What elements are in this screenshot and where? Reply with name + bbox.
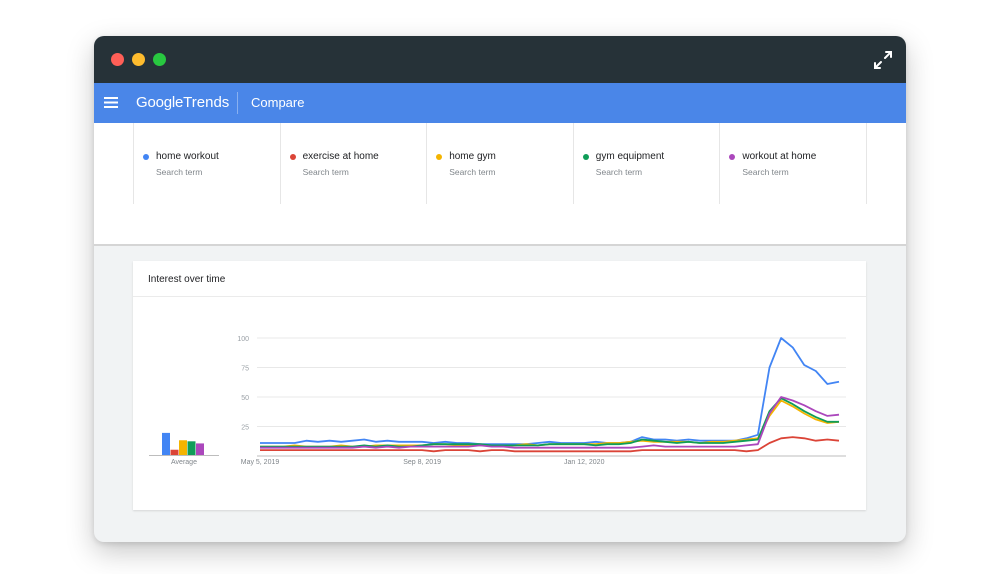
series-line-5: [260, 396, 840, 449]
term-type: Search term: [595, 167, 643, 177]
close-window-button[interactable]: [111, 53, 124, 66]
zoom-window-button[interactable]: [153, 53, 166, 66]
term-type: Search term: [156, 167, 203, 177]
interest-over-time-card: Interest over time 25 50 75 100 May 5, 2019 S…: [133, 261, 866, 510]
google-trends-logo[interactable]: GoogleTrends: [136, 94, 229, 111]
term-name: workout at home: [742, 151, 817, 162]
term-name: home gym: [449, 151, 496, 162]
term-type: Search term: [742, 167, 789, 177]
logo-google-text: Google: [136, 94, 184, 111]
term-color-dot: [729, 154, 736, 160]
term-name: home workout: [156, 151, 219, 162]
header-divider: [237, 92, 238, 114]
x-tick-label: Sep 8, 2019: [403, 459, 441, 466]
filter-bar: [94, 204, 906, 246]
term-type: Search term: [449, 167, 496, 177]
minimize-window-button[interactable]: [132, 53, 145, 66]
window-titlebar: [94, 36, 906, 83]
term-name: gym equipment: [595, 151, 665, 162]
term-name: exercise at home: [302, 151, 379, 162]
card-title: Interest over time: [148, 274, 226, 285]
card-header: Interest over time: [133, 261, 866, 297]
term-type: Search term: [302, 167, 349, 177]
average-bar-2: [170, 449, 179, 455]
browser-window: GoogleTrends Compare home workout Search …: [94, 36, 906, 542]
expand-arrows-icon[interactable]: [872, 49, 894, 71]
search-terms-bar: home workout Search term exercise at home S…: [94, 123, 906, 205]
terms-divider: [866, 123, 867, 204]
y-tick-label: 75: [241, 366, 249, 373]
search-term-2[interactable]: exercise at home Search term: [279, 123, 427, 204]
y-tick-label: 50: [241, 395, 249, 402]
x-tick-label: Jan 12, 2020: [564, 459, 605, 466]
interest-over-time-chart[interactable]: 25 50 75 100 May 5, 2019 Sep 8, 2019 Jan 12, 2…: [133, 261, 866, 510]
logo-trends-text: Trends: [183, 94, 230, 111]
x-tick-label: May 5, 2019: [241, 459, 280, 466]
series-line-1: [260, 337, 840, 446]
series-line-2: [260, 436, 840, 453]
hamburger-menu-icon[interactable]: [104, 96, 118, 109]
search-term-3[interactable]: home gym Search term: [426, 123, 573, 204]
search-term-5[interactable]: workout at home Search term: [719, 123, 866, 204]
series-line-4: [260, 397, 839, 448]
average-bar-1: [162, 432, 170, 455]
average-bar-4: [187, 441, 196, 455]
y-tick-label: 100: [237, 336, 249, 343]
page-title: Compare: [251, 95, 305, 110]
term-color-dot: [143, 154, 149, 160]
term-color-dot: [289, 154, 296, 160]
app-header: GoogleTrends Compare: [94, 83, 906, 123]
average-bar-3: [179, 440, 187, 455]
average-bar-5: [196, 443, 204, 455]
term-color-dot: [436, 154, 443, 160]
y-tick-label: 25: [241, 425, 249, 432]
term-color-dot: [582, 154, 589, 160]
average-label: Average: [171, 459, 197, 466]
search-term-4[interactable]: gym equipment Search term: [572, 123, 720, 204]
search-term-1[interactable]: home workout Search term: [133, 123, 280, 204]
